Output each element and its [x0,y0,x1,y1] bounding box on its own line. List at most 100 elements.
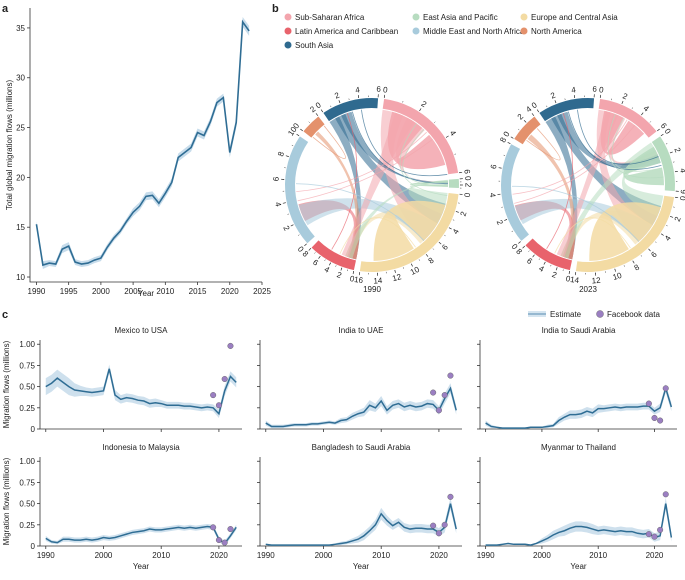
region-arc-europe-and-central-asia [575,195,675,272]
arc-minor-tick [309,248,312,250]
arc-tick-label: 6 [376,85,382,94]
corridor-xtick-label: 2000 [315,551,333,560]
arc-tick-label: 6 [525,256,534,266]
chord-link [546,113,573,249]
region-arc-north-america [303,116,325,138]
arc-minor-tick [339,101,341,104]
arc-minor-tick [434,121,436,123]
arc-minor-tick [418,259,420,261]
arc-minor-tick [330,105,332,108]
arc-minor-tick [316,114,319,116]
arc-minor-tick [425,254,428,256]
arc-tick-label: 6 [649,250,659,260]
corridor-xtick-label: 2020 [430,551,448,560]
arc-tick-label: 6 [440,242,450,252]
panel-letter-c: c [2,309,8,321]
corridor-facebook-point [662,491,669,498]
arc-minor-tick [503,154,506,156]
arc-minor-tick [335,265,337,267]
corridor-ytick-label: 1.00 [19,340,35,349]
arc-minor-tick [402,267,404,269]
arc-minor-tick [402,100,404,103]
panel-a-ytick-label: 25 [16,124,25,133]
panel-a-xtick-label: 1990 [28,287,46,296]
legend-facebook-point [596,310,604,318]
chord-link [399,123,448,196]
corridor-panel-indonesia-to-malaysia: Indonesia to Malaysia 0 0.25 0.50 0.75 1.00 Mi… [2,443,242,571]
arc-minor-tick [519,241,521,243]
arc-tick-label: 2 [281,224,291,233]
corridor-facebook-point [651,414,658,421]
arc-tick-label: 0 [502,129,512,138]
corridor-facebook-point [441,521,448,528]
corridor-title: Indonesia to Malaysia [102,443,180,452]
arc-tick-label: 8 [633,262,642,272]
arc-tick-label: 4 [273,201,283,208]
corridor-ytick-label: 0.25 [19,404,35,413]
corridor-facebook-point [430,522,437,529]
arc-minor-tick [298,234,300,236]
corridor-facebook-point [215,402,222,409]
arc-tick-label: 2 [549,90,557,100]
corridor-estimate-line [45,525,237,545]
corridor-facebook-point [435,530,442,537]
region-arc-south-asia [539,98,595,122]
chord-link [512,119,628,195]
arc-tick-label: 0 [463,176,472,182]
arc-tick-label: 14 [570,275,581,285]
corridor-estimate-line [485,385,673,429]
arc-minor-tick [411,263,413,266]
arc-tick-label: 4 [663,233,673,242]
arc-minor-tick [341,267,343,270]
region-arc-east-asia-and-pacific [651,136,675,192]
arc-minor-tick [524,121,527,123]
corridor-uncertainty-band [485,497,672,546]
arc-tick-label: 10 [409,265,421,277]
panel-a-ytick-label: 35 [16,24,25,33]
arc-minor-tick [640,255,643,257]
corridor-facebook-point [227,342,234,349]
corridor-panel-india-to-saudi-arabia: India to Saudi Arabia [477,326,677,432]
arc-minor-tick [657,129,659,132]
arc-tick-label: 0 [510,242,520,252]
corridor-facebook-point [210,392,217,399]
legend-swatch-east-asia-and-pacific [412,13,420,21]
arc-tick-label: 4 [524,104,533,114]
corridor-facebook-point [662,385,669,392]
corridor-uncertainty-band [45,364,237,418]
corridor-y-axis-label: Migration flows (millions) [2,457,11,545]
arc-tick-label: 8 [301,249,311,259]
region-arc-east-asia-and-pacific [448,178,459,189]
region-arc-europe-and-central-asia [359,193,459,272]
arc-minor-tick [448,227,451,229]
corridor-xtick-label: 2000 [533,551,551,560]
arc-minor-tick [537,110,539,113]
panel-c-legend: Estimate Facebook data [528,310,660,319]
arc-minor-tick [621,102,623,104]
legend-estimate-label: Estimate [550,310,582,319]
arc-minor-tick [511,137,514,139]
panel-a-xtick-label: 2020 [221,287,239,296]
corridor-panel-india-to-uae: India to UAE [257,326,462,432]
corridor-facebook-point [441,392,448,399]
corridor-ytick-label: 0.75 [19,478,35,487]
arc-tick-label: 0 [678,195,685,201]
arc-minor-tick [321,110,323,113]
arc-minor-tick [292,224,294,226]
arc-tick-label: 4 [451,227,461,236]
panel-a-ytick-label: 10 [16,273,25,282]
legend-label-latin-america-and-caribbean: Latin America and Caribbean [295,27,398,36]
region-arc-middle-east-and-north-africa [501,144,530,241]
legend-facebook-label: Facebook data [607,310,660,319]
corridor-facebook-point [657,526,664,533]
arc-minor-tick [528,250,530,252]
chord-ribbon [409,180,448,187]
region-arc-latin-america-and-caribbean [311,240,356,271]
arc-tick-label: 16 [354,275,365,285]
arc-minor-tick [538,258,540,260]
corridor-ytick-label: 0 [31,542,36,551]
corridor-xtick-label: 1990 [257,551,275,560]
chord-link [296,183,425,241]
chord-link [514,124,636,204]
panel-a-uncertainty-band [36,16,250,270]
